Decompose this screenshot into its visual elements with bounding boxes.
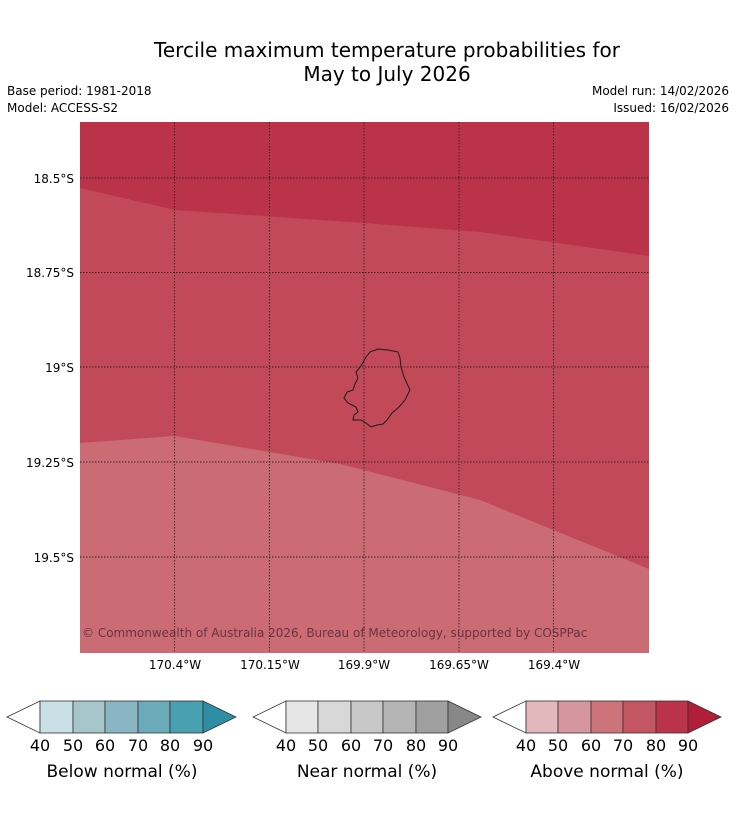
below-bin-2	[72, 700, 106, 734]
lat-label-2: 18.75°S	[26, 266, 74, 280]
lon-label-2: 170.15°W	[240, 658, 300, 672]
colorbar-above	[492, 700, 722, 734]
near-bin-4	[382, 700, 417, 734]
near-bin-3	[350, 700, 384, 734]
map-area	[80, 122, 649, 653]
title-line-2: May to July 2026	[303, 62, 471, 86]
above-tick-50: 50	[547, 736, 569, 755]
meta-right: Model run: 14/02/2026 Issued: 16/02/2026	[592, 83, 729, 117]
above-bin-4	[622, 700, 657, 734]
below-tick-90: 90	[192, 736, 214, 755]
above-bin-2	[557, 700, 592, 734]
colorbars-svg	[6, 700, 722, 734]
lat-label-5: 19.5°S	[33, 551, 74, 565]
above-tick-60: 60	[580, 736, 602, 755]
below-extend-high	[202, 700, 237, 734]
near-tick-80: 80	[405, 736, 427, 755]
chart-title: Tercile maximum temperature probabilitie…	[0, 38, 736, 86]
near-extend-high	[447, 700, 482, 734]
near-extend-low	[252, 700, 287, 734]
above-normal-label: Above normal (%)	[530, 762, 684, 782]
above-tick-80: 80	[645, 736, 667, 755]
graticule	[80, 122, 649, 653]
near-tick-90: 90	[437, 736, 459, 755]
lon-label-4: 169.65°W	[429, 658, 489, 672]
above-extend-low	[492, 700, 527, 734]
colorbar-below	[6, 700, 237, 734]
title-line-1: Tercile maximum temperature probabilitie…	[154, 38, 620, 62]
lon-label-1: 170.4°W	[148, 658, 202, 672]
meta-left: Base period: 1981-2018 Model: ACCESS-S2	[7, 83, 152, 117]
issued-date: Issued: 16/02/2026	[613, 101, 729, 115]
lat-label-4: 19.25°S	[26, 456, 74, 470]
copyright-notice: © Commonwealth of Australia 2026, Bureau…	[82, 626, 588, 640]
near-bin-2	[317, 700, 352, 734]
below-tick-40: 40	[29, 736, 51, 755]
below-tick-50: 50	[62, 736, 84, 755]
near-tick-50: 50	[307, 736, 329, 755]
above-bin-1	[525, 700, 559, 734]
lat-label-3: 19°S	[45, 361, 74, 375]
above-extend-high	[687, 700, 722, 734]
near-bin-1	[285, 700, 319, 734]
below-tick-80: 80	[159, 736, 181, 755]
near-tick-70: 70	[372, 736, 394, 755]
below-bin-1	[39, 700, 74, 734]
below-tick-60: 60	[94, 736, 116, 755]
below-normal-label: Below normal (%)	[46, 762, 198, 782]
near-bin-5	[415, 700, 449, 734]
map-svg	[80, 122, 649, 653]
above-tick-70: 70	[612, 736, 634, 755]
lon-label-3: 169.9°W	[337, 658, 391, 672]
above-bin-5	[655, 700, 689, 734]
model-name: Model: ACCESS-S2	[7, 101, 119, 115]
island-outline	[343, 348, 411, 428]
above-tick-90: 90	[677, 736, 699, 755]
above-bin-3	[590, 700, 624, 734]
base-period: Base period: 1981-2018	[7, 84, 152, 98]
below-bin-3	[104, 700, 139, 734]
near-tick-60: 60	[340, 736, 362, 755]
colorbar-near	[252, 700, 482, 734]
lat-label-1: 18.5°S	[33, 172, 74, 186]
region-above-60-70	[80, 436, 649, 653]
below-extend-low	[6, 700, 41, 734]
near-normal-label: Near normal (%)	[296, 762, 438, 782]
model-run: Model run: 14/02/2026	[591, 84, 729, 98]
below-tick-70: 70	[127, 736, 149, 755]
near-tick-40: 40	[275, 736, 297, 755]
below-bin-5	[169, 700, 204, 734]
below-bin-4	[137, 700, 171, 734]
above-tick-40: 40	[515, 736, 537, 755]
lon-label-5: 169.4°W	[527, 658, 581, 672]
